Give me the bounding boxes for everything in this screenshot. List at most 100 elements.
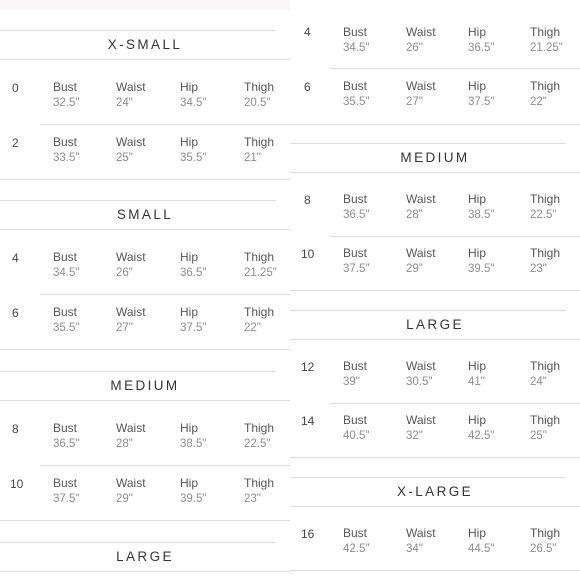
bust-value: 36.5" [343,209,370,221]
size-number: 6 [304,80,311,94]
thigh-value: 24" [530,376,547,388]
thigh-label: Thigh [530,246,561,260]
waist-label: Waist [406,413,436,427]
hip-value: 36.5" [180,267,207,279]
size-number: 4 [12,251,19,265]
thigh-label: Thigh [244,80,275,94]
thigh-label: Thigh [530,359,561,373]
hip-label: Hip [468,359,487,373]
size-number: 10 [301,247,315,261]
thigh-value: 26.5" [530,543,557,555]
waist-label: Waist [406,359,436,373]
section-heading-large: LARGE [406,317,464,332]
divider [290,339,580,340]
bust-label: Bust [53,250,78,264]
hip-label: Hip [468,413,487,427]
bust-label: Bust [53,476,78,490]
thigh-value: 25" [530,430,547,442]
bust-value: 40.5" [343,430,370,442]
divider [330,68,580,69]
thigh-value: 22" [244,322,261,334]
divider [0,30,276,31]
section-heading-medium: MEDIUM [110,378,180,393]
hip-value: 38.5" [180,438,207,450]
hip-value: 39.5" [468,263,495,275]
hip-label: Hip [180,305,199,319]
waist-label: Waist [406,246,436,260]
hip-value: 37.5" [468,96,495,108]
bust-value: 42.5" [343,543,370,555]
divider [0,400,290,401]
waist-label: Waist [406,192,436,206]
thigh-label: Thigh [244,250,275,264]
thigh-label: Thigh [244,135,275,149]
waist-value: 30.5" [406,376,433,388]
hip-label: Hip [468,192,487,206]
divider [290,124,580,125]
waist-label: Waist [116,476,146,490]
hip-label: Hip [468,526,487,540]
thigh-value: 21" [244,152,261,164]
thigh-value: 23" [530,263,547,275]
divider [0,200,276,201]
waist-label: Waist [116,80,146,94]
divider [290,172,580,173]
divider [290,310,566,311]
bust-label: Bust [343,359,368,373]
waist-label: Waist [116,305,146,319]
thigh-label: Thigh [244,476,275,490]
divider [290,457,580,458]
waist-label: Waist [116,421,146,435]
bust-value: 32.5" [53,97,80,109]
waist-value: 28" [406,209,423,221]
hip-label: Hip [180,135,199,149]
thigh-value: 22" [530,96,547,108]
divider [0,571,290,572]
divider [290,506,580,507]
thigh-value: 21.25" [244,267,277,279]
size-number: 0 [12,81,19,95]
bust-value: 36.5" [53,438,80,450]
hip-value: 39.5" [180,493,207,505]
thigh-label: Thigh [244,421,275,435]
section-heading-small: SMALL [116,207,174,222]
hip-label: Hip [180,476,199,490]
bust-label: Bust [343,246,368,260]
thigh-label: Thigh [530,413,561,427]
divider [0,179,290,180]
thigh-label: Thigh [530,192,561,206]
bust-value: 33.5" [53,152,80,164]
bust-label: Bust [343,25,368,39]
waist-value: 26" [116,267,133,279]
thigh-value: 20.5" [244,97,271,109]
hip-value: 42.5" [468,430,495,442]
thigh-value: 23" [244,493,261,505]
waist-label: Waist [406,79,436,93]
hip-value: 44.5" [468,543,495,555]
divider [0,520,290,521]
top-strip [0,0,290,10]
waist-value: 29" [406,263,423,275]
size-chart-right-column: 4 Bust Waist Hip Thigh 34.5" 26" 36.5" 2… [290,0,580,580]
section-heading-x-small: X-SMALL [107,37,183,52]
waist-value: 32" [406,430,423,442]
divider [290,477,566,478]
bust-value: 34.5" [53,267,80,279]
waist-label: Waist [116,250,146,264]
waist-label: Waist [406,526,436,540]
waist-label: Waist [116,135,146,149]
thigh-label: Thigh [530,79,561,93]
divider [40,294,290,295]
waist-value: 34" [406,543,423,555]
waist-value: 26" [406,42,423,54]
bust-value: 39" [343,376,360,388]
divider [330,236,580,237]
waist-value: 28" [116,438,133,450]
divider [0,229,290,230]
waist-value: 24" [116,97,133,109]
hip-label: Hip [180,421,199,435]
bust-label: Bust [343,413,368,427]
divider [0,59,290,60]
size-number: 12 [301,360,315,374]
divider [0,542,276,543]
